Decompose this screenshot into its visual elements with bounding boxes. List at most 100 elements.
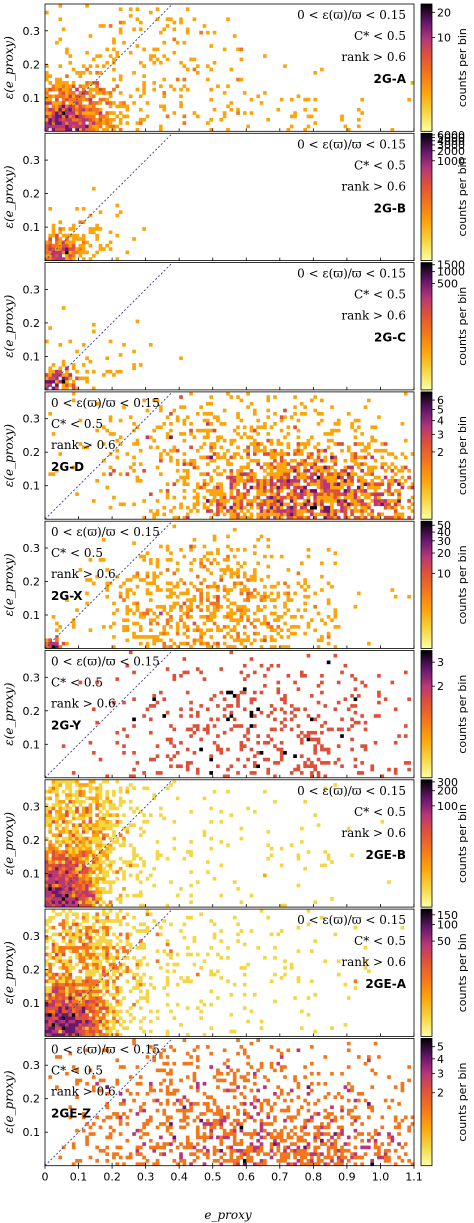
histogram-bin (118, 442, 123, 446)
histogram-bin (199, 608, 203, 612)
histogram-bin (377, 482, 381, 486)
histogram-bin (68, 942, 73, 947)
histogram-bin (55, 803, 59, 807)
histogram-bin (71, 903, 76, 908)
histogram-bin (71, 942, 76, 947)
histogram-bin (71, 966, 76, 970)
y-tick-label: 0.3 (23, 801, 41, 814)
histogram-bin (105, 989, 110, 994)
histogram-bin (326, 489, 331, 493)
histogram-bin (303, 631, 307, 636)
histogram-bin (266, 495, 271, 500)
cut-annotation: C* < 0.5 (354, 805, 406, 819)
histogram-bin (169, 558, 173, 562)
histogram-bin (239, 604, 244, 609)
histogram-bin (122, 40, 126, 45)
histogram-bin (242, 638, 247, 643)
histogram-bin (155, 604, 160, 609)
histogram-bin (135, 1162, 140, 1166)
y-tick-label: 0.3 (23, 154, 41, 167)
histogram-bin (48, 866, 52, 871)
histogram-bin (202, 435, 207, 440)
histogram-bin (75, 830, 79, 834)
histogram-bin (299, 1159, 304, 1163)
histogram-bin (172, 677, 177, 681)
histogram-bin (65, 989, 69, 994)
histogram-bin (286, 584, 291, 589)
histogram-bin (102, 558, 106, 562)
histogram-bin (383, 468, 388, 473)
histogram-bin (299, 740, 304, 745)
histogram-bin (45, 999, 49, 1004)
histogram-bin (65, 979, 69, 984)
histogram-bin (75, 890, 79, 894)
histogram-bin (283, 1155, 287, 1160)
histogram-bin (155, 959, 160, 963)
histogram-bin (91, 999, 96, 1004)
histogram-bin (108, 883, 113, 888)
histogram-bin (135, 17, 140, 22)
histogram-bin (152, 515, 156, 520)
histogram-bin (222, 492, 227, 497)
histogram-bin (148, 717, 153, 722)
histogram-bin (310, 435, 314, 440)
histogram-bin (48, 813, 52, 817)
histogram-bin (219, 117, 224, 122)
histogram-bin (242, 707, 247, 712)
histogram-bin (68, 1009, 73, 1014)
histogram-bin (91, 945, 96, 950)
histogram-bin (118, 30, 123, 35)
histogram-bin (148, 813, 153, 817)
histogram-bin (68, 992, 73, 997)
histogram-bin (45, 803, 49, 807)
histogram-bin (105, 594, 110, 599)
histogram-bin (48, 972, 52, 977)
histogram-bin (55, 87, 59, 92)
histogram-bin (252, 697, 257, 702)
histogram-bin (71, 1002, 76, 1007)
histogram-bin (246, 391, 250, 396)
histogram-bin (51, 641, 56, 646)
histogram-bin (326, 853, 331, 858)
histogram-bin (306, 922, 311, 927)
histogram-bin (316, 468, 321, 473)
histogram-bin (195, 482, 200, 486)
histogram-bin (98, 793, 103, 797)
histogram-bin (48, 1019, 52, 1024)
histogram-bin (61, 641, 66, 646)
histogram-bin (88, 578, 93, 582)
histogram-bin (340, 442, 344, 446)
histogram-bin (68, 876, 73, 881)
histogram-bin (55, 1026, 59, 1030)
histogram-bin (182, 114, 187, 119)
histogram-bin (206, 428, 210, 433)
histogram-bin (373, 740, 378, 745)
histogram-bin (58, 111, 63, 115)
histogram-bin (68, 114, 73, 119)
histogram-bin (122, 949, 126, 953)
histogram-bin (303, 475, 307, 480)
histogram-bin (68, 929, 73, 933)
histogram-bin (306, 594, 311, 599)
histogram-bin (152, 81, 156, 85)
histogram-bin (105, 982, 110, 987)
histogram-bin (88, 1033, 93, 1037)
histogram-bin (61, 84, 66, 89)
histogram-bin (128, 969, 133, 974)
histogram-bin (206, 584, 210, 589)
histogram-bin (118, 91, 123, 95)
histogram-bin (55, 114, 59, 119)
histogram-bin (138, 1006, 143, 1010)
histogram-bin (58, 220, 63, 225)
histogram-bin (236, 757, 240, 762)
histogram-bin (192, 621, 197, 626)
histogram-bin (142, 74, 146, 78)
panel-2ge-b: 0.10.20.3ε(e_proxy)0 < ε(ϖ)/ϖ < 0.15C* <… (2, 776, 469, 908)
histogram-bin (81, 992, 86, 997)
histogram-bin (232, 628, 237, 633)
histogram-bin (88, 243, 93, 248)
histogram-bin (128, 415, 133, 419)
histogram-bin (273, 465, 277, 470)
histogram-bin (95, 799, 99, 804)
histogram-bin (239, 608, 244, 612)
